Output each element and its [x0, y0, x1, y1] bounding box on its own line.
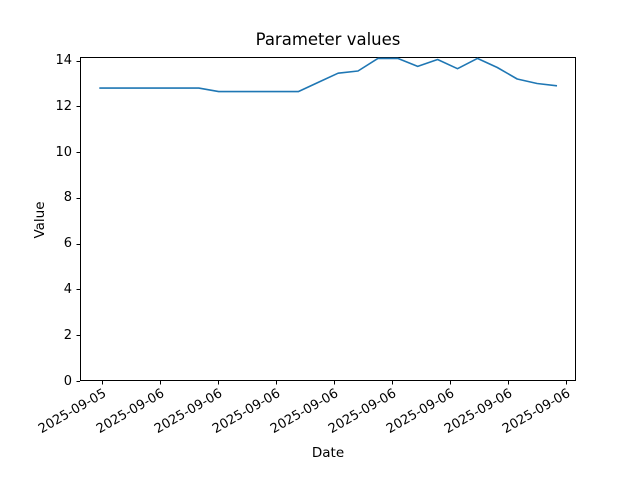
- y-tick-label: 14: [55, 53, 72, 69]
- y-tick-label: 10: [55, 144, 72, 160]
- data-line-parameter-values: [99, 57, 558, 93]
- axes-spines: [80, 57, 576, 381]
- y-tick-label: 12: [55, 98, 72, 114]
- chart-title: Parameter values: [255, 30, 401, 49]
- x-axis-label: Date: [311, 445, 345, 461]
- y-tick-label: 0: [63, 373, 72, 389]
- y-tick-label: 8: [63, 190, 72, 206]
- y-tick-label: 4: [63, 281, 72, 297]
- y-axis-label: Value: [32, 201, 48, 239]
- y-tick-label: 2: [63, 327, 72, 343]
- y-tick-label: 6: [63, 236, 72, 252]
